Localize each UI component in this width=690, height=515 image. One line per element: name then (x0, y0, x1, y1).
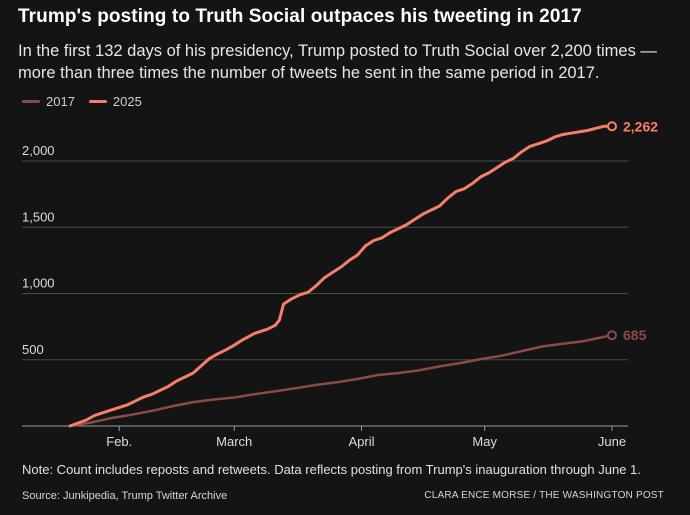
end-point-2017 (607, 330, 617, 341)
chart-credit: CLARA ENCE MORSE / THE WASHINGTON POST (424, 490, 664, 501)
chart-title: Trump's posting to Truth Social outpaces… (18, 6, 582, 27)
series-line-2025 (68, 124, 614, 428)
y-tick-label-2000: 2,000 (22, 143, 55, 158)
line-chart: 500 1,000 1,500 2,000 Feb. March April May June 6… (22, 118, 658, 449)
x-tick-label-may: May (472, 434, 497, 449)
x-tick-label-april: April (349, 434, 375, 449)
legend-item-2017: 2017 (22, 94, 75, 109)
legend: 2017 2025 (22, 92, 156, 110)
legend-swatch-2025 (88, 99, 107, 103)
chart-note: Note: Count includes reposts and retweet… (22, 462, 641, 477)
y-tick-label-500: 500 (22, 342, 44, 357)
y-tick-label-1500: 1,500 (22, 209, 55, 224)
legend-label-2025: 2025 (112, 93, 142, 109)
chart-subtitle: In the first 132 days of his presidency,… (18, 42, 657, 82)
legend-label-2017: 2017 (46, 93, 75, 109)
end-label-2025: 2,262 (623, 118, 658, 134)
x-tick-label-june: June (598, 434, 626, 449)
legend-item-2025: 2025 (88, 93, 142, 109)
end-point-2025 (607, 121, 617, 132)
legend-swatch-2017 (22, 99, 40, 103)
y-tick-label-1000: 1,000 (22, 276, 55, 291)
x-tick-label-feb: Feb. (106, 434, 132, 449)
series-line-2017 (68, 333, 614, 428)
end-label-2017: 685 (623, 327, 647, 343)
x-tick-label-march: March (216, 434, 252, 449)
chart-source: Source: Junkipedia, Trump Twitter Archiv… (22, 490, 228, 502)
